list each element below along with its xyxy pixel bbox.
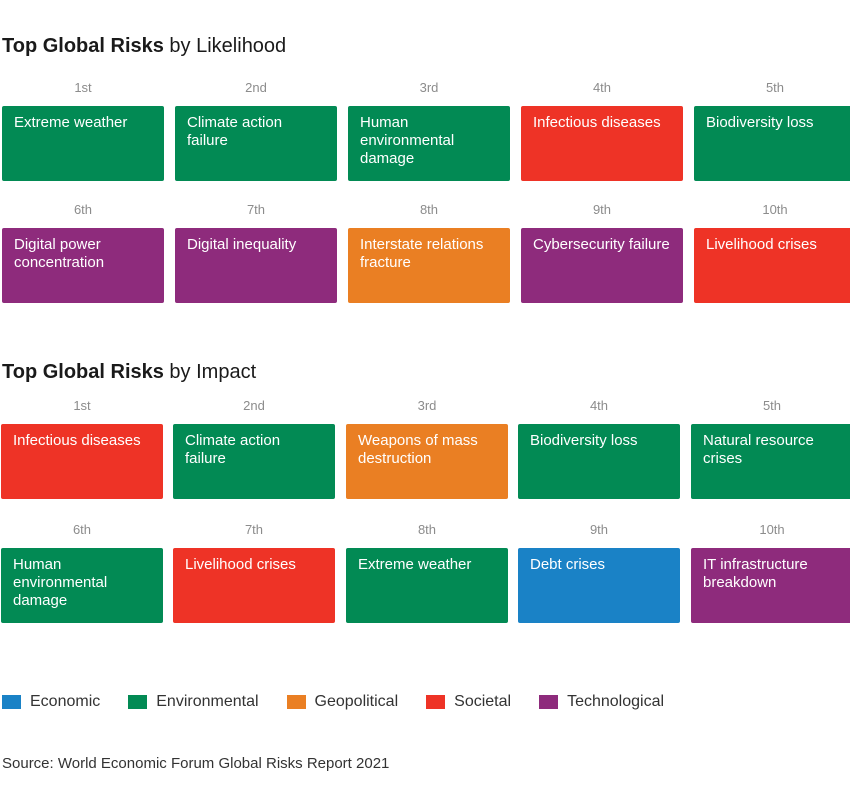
rank-label: 2nd xyxy=(245,80,267,95)
rank-label: 10th xyxy=(762,202,788,217)
rank-label: 2nd xyxy=(243,398,265,413)
risk-tile: Digital inequality xyxy=(175,228,337,303)
rank-label: 6th xyxy=(73,202,93,217)
impact-title-rest: by Impact xyxy=(163,361,257,383)
legend-label: Societal xyxy=(454,693,512,710)
risk-tile: Climate action failure xyxy=(173,424,335,499)
risk-tile: Interstate relations fracture xyxy=(348,228,510,303)
rank-label: 1st xyxy=(73,398,91,413)
legend-item-technological: Technological xyxy=(539,692,664,712)
impact-title-bold: Top Global Risks xyxy=(2,361,164,383)
legend-item-societal: Societal xyxy=(426,692,511,712)
risk-tile: Human environmental damage xyxy=(1,548,163,623)
rank-label: 8th xyxy=(417,522,437,537)
legend-swatch xyxy=(539,695,559,709)
likelihood-title-rest: by Likelihood xyxy=(163,35,287,57)
rank-label: 7th xyxy=(244,522,264,537)
rank-label: 4th xyxy=(589,398,609,413)
risk-tile: Extreme weather xyxy=(2,106,164,181)
legend-item-environmental: Environmental xyxy=(128,692,259,712)
risk-tile: Livelihood crises xyxy=(694,228,850,303)
risk-tile: Natural resource crises xyxy=(691,424,850,499)
legend-label: Economic xyxy=(30,693,101,710)
rank-label: 4th xyxy=(592,80,612,95)
risk-tile: Digital power concentration xyxy=(2,228,164,303)
risk-tile: IT infrastructure breakdown xyxy=(691,548,850,623)
risk-tile: Weapons of mass destruction xyxy=(346,424,508,499)
risk-tile: Debt crises xyxy=(518,548,680,623)
risk-tile: Extreme weather xyxy=(346,548,508,623)
rank-label: 10th xyxy=(759,522,785,537)
rank-label: 7th xyxy=(246,202,266,217)
risk-tile: Biodiversity loss xyxy=(518,424,680,499)
legend-swatch xyxy=(128,695,148,709)
rank-label: 9th xyxy=(592,202,612,217)
risk-tile: Climate action failure xyxy=(175,106,337,181)
category-legend: Economic Environmental Geopolitical Societa… xyxy=(2,692,692,712)
likelihood-title: Top Global Risks by Likelihood xyxy=(2,34,286,58)
rank-label: 8th xyxy=(419,202,439,217)
risk-tile: Cybersecurity failure xyxy=(521,228,683,303)
rank-label: 3rd xyxy=(419,80,439,95)
rank-label: 5th xyxy=(765,80,785,95)
risk-tile: Infectious diseases xyxy=(521,106,683,181)
legend-item-economic: Economic xyxy=(2,692,100,712)
legend-swatch xyxy=(426,695,446,709)
legend-item-geopolitical: Geopolitical xyxy=(286,692,399,712)
rank-label: 1st xyxy=(74,80,92,95)
risk-tile: Human environmental damage xyxy=(348,106,510,181)
risk-tile: Biodiversity loss xyxy=(694,106,850,181)
impact-title: Top Global Risks by Impact xyxy=(2,360,256,384)
risk-tile: Livelihood crises xyxy=(173,548,335,623)
legend-label: Geopolitical xyxy=(314,693,399,710)
rank-label: 3rd xyxy=(417,398,437,413)
rank-label: 5th xyxy=(762,398,782,413)
likelihood-title-bold: Top Global Risks xyxy=(2,35,164,57)
legend-label: Technological xyxy=(567,693,665,710)
rank-label: 9th xyxy=(589,522,609,537)
legend-swatch xyxy=(286,695,306,709)
rank-label: 6th xyxy=(72,522,92,537)
source-note: Source: World Economic Forum Global Risk… xyxy=(2,755,390,772)
legend-label: Environmental xyxy=(156,693,259,710)
risk-tile: Infectious diseases xyxy=(1,424,163,499)
legend-swatch xyxy=(2,695,21,709)
